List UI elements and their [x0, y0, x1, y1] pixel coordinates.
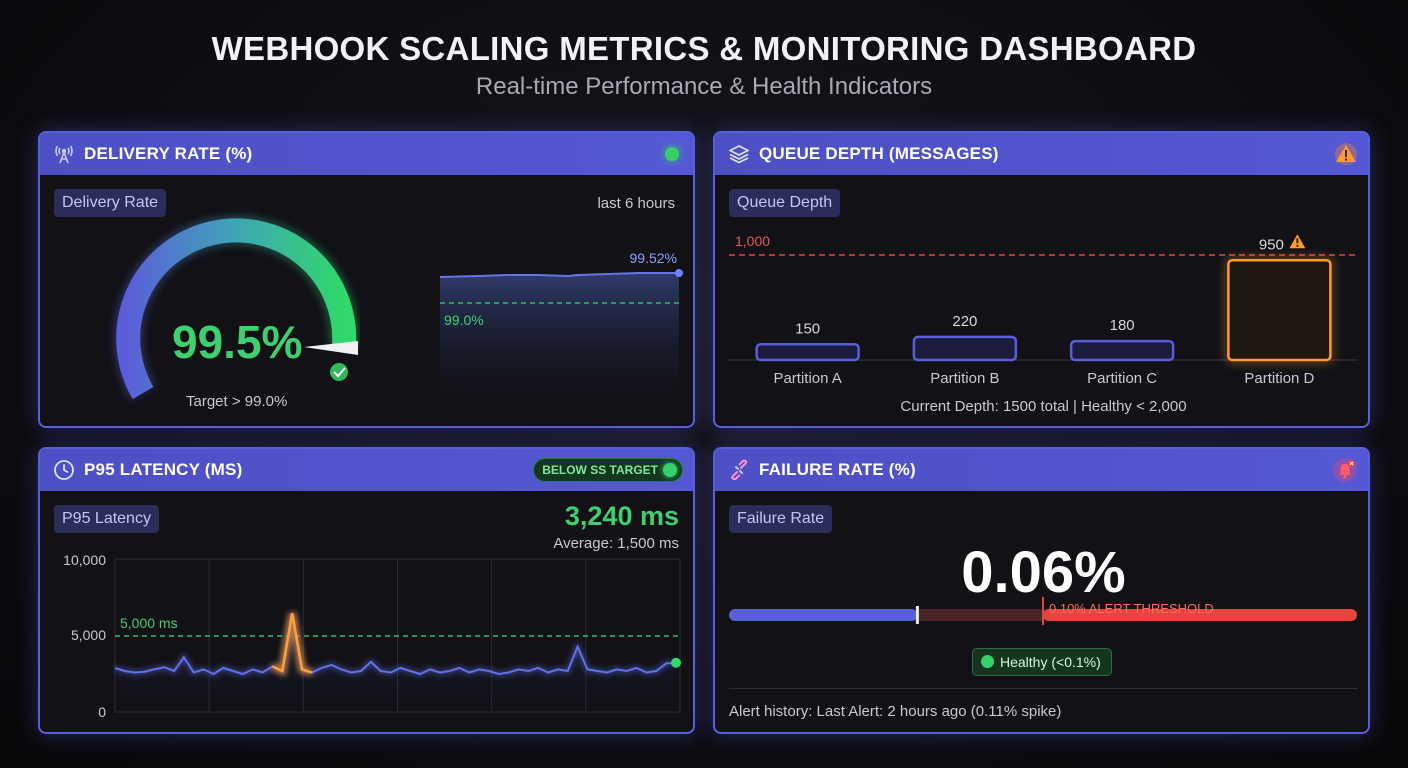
warning-icon — [1289, 234, 1306, 249]
delivery-rate-panel: DELIVERY RATE (%) Delivery Rate last 6 h… — [38, 131, 695, 428]
latency-threshold-label: 5,000 ms — [120, 615, 178, 631]
queue-bar-chart: 1,000 150 Partition A 220 Partition B 180 Par… — [729, 233, 1358, 385]
status-ok-icon — [663, 463, 677, 477]
queue-bar-value-label: 150 — [795, 320, 820, 337]
time-range-label[interactable]: last 6 hours — [597, 195, 675, 212]
queue-bar[interactable] — [912, 335, 1018, 362]
queue-depth-title: QUEUE DEPTH (MESSAGES) — [759, 144, 999, 163]
failure-rate-title: FAILURE RATE (%) — [759, 460, 916, 479]
warning-icon — [1334, 142, 1358, 171]
target-status-badge: BELOW SS TARGET — [533, 458, 683, 482]
layers-icon — [727, 142, 751, 166]
failure-gap-segment — [917, 609, 1043, 621]
latency-title: P95 LATENCY (MS) — [84, 460, 243, 479]
divider — [729, 688, 1358, 689]
failure-rate-panel: FAILURE RATE (%) Failure Rate 0.06% 0.10… — [713, 447, 1370, 734]
trend-end-label: 99.52% — [629, 250, 677, 266]
latency-average: Average: 1,500 ms — [553, 535, 679, 552]
queue-bar-value-label: 950 — [1259, 236, 1284, 253]
queue-bar[interactable] — [755, 343, 860, 362]
queue-bar-value-label: 220 — [952, 313, 977, 330]
y-tick-label: 0 — [98, 704, 106, 720]
latency-end-point — [671, 657, 681, 668]
delivery-trend-chart — [439, 269, 683, 393]
delivery-gauge — [113, 215, 360, 401]
status-ok-icon — [981, 655, 994, 668]
antenna-icon — [52, 142, 76, 166]
failure-rate-value: 0.06% — [961, 540, 1126, 605]
failure-value-marker — [915, 606, 919, 624]
queue-bar[interactable] — [1227, 259, 1332, 362]
failure-healthy-segment — [729, 609, 918, 621]
dashboard-subtitle: Real-time Performance & Health Indicator… — [475, 73, 933, 100]
queue-category-label: Partition B — [930, 370, 999, 385]
failure-alert-segment — [1043, 609, 1357, 621]
y-tick-label: 10,000 — [63, 552, 106, 568]
dashboard-title: WEBHOOK SCALING METRICS & MONITORING DAS… — [211, 30, 1197, 67]
alert-history[interactable]: Alert history: Last Alert: 2 hours ago (… — [729, 703, 1062, 720]
failure-rate-header: FAILURE RATE (%) — [715, 449, 1368, 491]
queue-summary: Current Depth: 1500 total | Healthy < 2,… — [900, 398, 1187, 415]
queue-bar-value-label: 180 — [1110, 317, 1135, 334]
broken-link-icon — [727, 458, 751, 482]
trend-line — [439, 272, 679, 278]
queue-depth-chip: Queue Depth — [729, 189, 841, 217]
latency-panel: P95 LATENCY (MS) BELOW SS TARGET P95 Lat… — [38, 447, 695, 734]
queue-threshold-label: 1,000 — [735, 233, 770, 249]
bell-alert-icon[interactable] — [1332, 457, 1358, 488]
clock-icon — [52, 458, 76, 482]
queue-category-label: Partition A — [773, 370, 841, 385]
latency-spike — [271, 612, 313, 674]
delivery-rate-value: 99.5% — [172, 316, 303, 368]
latency-line — [114, 613, 677, 676]
delivery-rate-header: DELIVERY RATE (%) — [40, 133, 693, 175]
delivery-rate-chip: Delivery Rate — [54, 189, 167, 217]
trend-end-point — [675, 269, 683, 277]
failure-threshold-label: 0.10% ALERT THRESHOLD — [1049, 601, 1214, 616]
trend-area — [440, 273, 679, 393]
queue-category-label: Partition D — [1244, 370, 1314, 385]
latency-area — [115, 613, 676, 712]
target-status-text: BELOW SS TARGET — [542, 463, 658, 477]
failure-rate-bar — [729, 597, 1357, 625]
check-icon — [330, 363, 348, 381]
latency-chip: P95 Latency — [54, 505, 159, 533]
healthy-status-badge: Healthy (<0.1%) — [972, 648, 1112, 676]
latency-value: 3,240 ms — [564, 501, 679, 531]
failure-rate-chip: Failure Rate — [729, 505, 833, 533]
gauge-arc — [116, 218, 357, 400]
healthy-status-text: Healthy (<0.1%) — [1000, 654, 1101, 670]
queue-depth-panel: QUEUE DEPTH (MESSAGES) Queue Depth 1,000… — [713, 131, 1370, 428]
latency-line-chart: 10,000 5,000 0 5,000 ms — [63, 552, 681, 720]
queue-bar[interactable] — [1069, 339, 1175, 362]
gauge-needle — [304, 341, 358, 355]
failure-threshold-marker — [1042, 597, 1044, 625]
trend-threshold-label: 99.0% — [444, 312, 484, 328]
y-tick-label: 5,000 — [71, 627, 106, 643]
queue-depth-header: QUEUE DEPTH (MESSAGES) — [715, 133, 1368, 175]
latency-header: P95 LATENCY (MS) BELOW SS TARGET — [40, 449, 693, 491]
delivery-rate-title: DELIVERY RATE (%) — [84, 144, 253, 163]
delivery-target-label: Target > 99.0% — [186, 393, 288, 410]
status-ok-icon — [665, 147, 679, 161]
queue-category-label: Partition C — [1087, 370, 1157, 385]
